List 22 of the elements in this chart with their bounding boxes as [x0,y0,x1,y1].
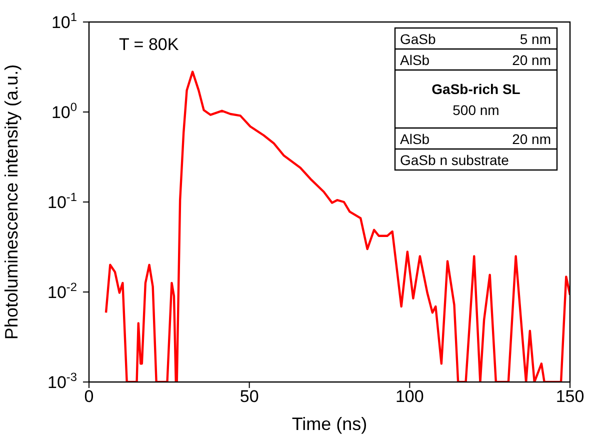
y-tick-label: 10$^{-3}$ [48,370,78,392]
annotation: T = 80K [119,35,180,54]
x-tick-label: 0 [84,387,94,406]
y-tick-label: 10$^{-1}$ [48,190,78,212]
line-series [104,70,570,382]
y-axis-title: Photoluminescence intensity (a.u.) [1,64,22,340]
x-tick-label: 100 [395,387,424,406]
y-tick-label: 10$^{-2}$ [48,280,78,302]
annotation: GaSb n substrate [400,152,510,168]
annotation: 500 nm [452,102,500,118]
annotation: AlSb [400,52,430,68]
y-tick-label: 10$^{1}$ [51,10,78,32]
annotation: GaSb-rich SL [432,81,521,97]
annotation: AlSb [400,131,430,147]
annotation: 5 nm [520,31,551,47]
annotation: 20 nm [512,131,551,147]
annotation: GaSb [400,31,436,47]
x-tick-label: 150 [556,387,584,406]
annotation: 20 nm [512,52,551,68]
x-axis-title: Time (ns) [292,414,368,434]
x-tick-label: 50 [240,387,259,406]
y-tick-label: 10$^{0}$ [51,100,78,122]
